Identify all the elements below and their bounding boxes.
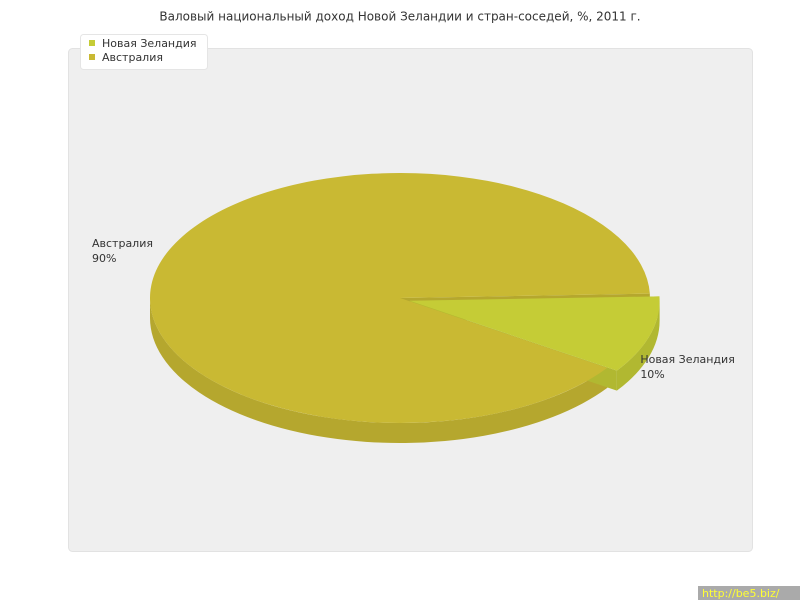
slice [150,173,650,423]
legend-marker [89,40,95,46]
legend-label: Новая Зеландия [102,37,197,50]
slice-value-label: 10% [640,368,664,381]
slice-value-label: 90% [92,252,116,265]
slice-side [616,300,660,391]
slice-label: Австралия [92,237,153,250]
watermark: http://be5.biz/ [702,587,780,600]
legend-marker [89,54,95,60]
legend-box [80,34,208,70]
legend-label: Австралия [102,51,163,64]
slice-label: Новая Зеландия [640,353,735,366]
chart-title: Валовый национальный доход Новой Зеланди… [159,10,640,24]
watermark-bg [698,586,800,600]
slice-side [150,298,608,444]
slice [409,296,660,371]
